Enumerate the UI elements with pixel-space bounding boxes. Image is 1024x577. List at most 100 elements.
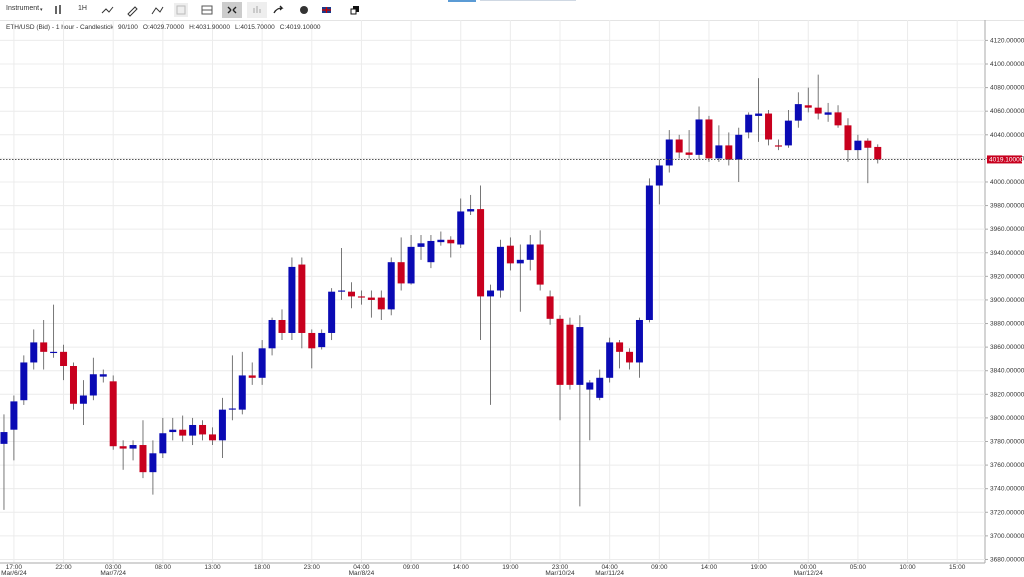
- candle-body: [616, 342, 624, 352]
- candle-body: [30, 342, 38, 363]
- tools-icon[interactable]: [150, 3, 164, 17]
- candle-body: [387, 262, 395, 310]
- candle-body: [437, 239, 445, 243]
- y-tick-label: 4000.00000: [990, 179, 1024, 186]
- x-tick-label: 18:00: [254, 564, 271, 571]
- candle-body: [814, 107, 822, 114]
- y-tick-label: 3900.00000: [990, 297, 1024, 304]
- y-tick-label: 4100.00000: [990, 61, 1024, 68]
- candle-body: [874, 146, 882, 160]
- x-tick-label: 10:00: [899, 564, 916, 571]
- x-tick-label: 03:00: [105, 564, 122, 571]
- y-tick-label: 3700.00000: [990, 533, 1024, 540]
- language-icon[interactable]: [320, 3, 334, 17]
- candle-body: [606, 342, 614, 378]
- zoom-icon[interactable]: [247, 2, 267, 18]
- candle-body: [169, 429, 177, 433]
- candle-body: [487, 290, 495, 297]
- y-tick-label: 3840.00000: [990, 368, 1024, 375]
- x-date-label: Mar/10/24: [545, 570, 575, 577]
- tab-indicator: [448, 0, 476, 2]
- candle-body: [725, 145, 733, 160]
- ohlc-info: L:4015.70000: [235, 24, 275, 31]
- x-tick-label: 09:00: [651, 564, 668, 571]
- candle-body: [417, 243, 425, 247]
- candle-body: [40, 342, 48, 352]
- candle-body: [526, 244, 534, 260]
- x-tick-label: 15:00: [949, 564, 966, 571]
- chart-title: ETH/USD (Bid) - 1 hour - Candlestick: [6, 24, 114, 31]
- y-tick-label: 4040.00000: [990, 132, 1024, 139]
- instrument-menu[interactable]: Instrument: [6, 5, 40, 12]
- candle-body: [586, 382, 594, 390]
- candle-body: [248, 375, 256, 378]
- x-tick-label: 14:00: [701, 564, 718, 571]
- candle-body: [447, 239, 455, 244]
- candle-body: [626, 351, 634, 363]
- candle-body: [308, 332, 316, 349]
- toolbar: Instrument ▾ 1H: [0, 0, 1024, 21]
- candle-body: [10, 401, 18, 430]
- candle-body: [745, 114, 753, 133]
- share-icon[interactable]: [272, 3, 286, 17]
- y-tick-label: 3820.00000: [990, 391, 1024, 398]
- candle-body: [546, 296, 554, 319]
- candle-body: [328, 291, 336, 333]
- candle-body: [556, 318, 564, 385]
- candle-body: [635, 319, 643, 363]
- candle-body: [89, 374, 97, 396]
- candle-body: [60, 351, 68, 366]
- candle-body: [278, 319, 286, 333]
- draw-icon[interactable]: [125, 3, 139, 17]
- x-tick-label: 14:00: [453, 564, 470, 571]
- layout-icon[interactable]: [200, 3, 214, 17]
- candle-body: [705, 119, 713, 159]
- candle-body: [467, 209, 475, 212]
- caret: ▾: [40, 7, 43, 13]
- candle-body: [715, 145, 723, 159]
- candle-body: [298, 264, 306, 333]
- candle-body: [765, 113, 773, 140]
- indicator-icon[interactable]: [100, 3, 114, 17]
- theme-icon[interactable]: [297, 3, 311, 17]
- candle-body: [179, 429, 187, 436]
- x-tick-label: 17:00: [6, 564, 23, 571]
- x-tick-label: 23:00: [304, 564, 321, 571]
- candle-body: [844, 125, 852, 151]
- last-price-tag: [987, 155, 1022, 164]
- x-tick-label: 04:00: [602, 564, 619, 571]
- x-tick-label: 19:00: [750, 564, 767, 571]
- y-tick-label: 3720.00000: [990, 509, 1024, 516]
- interval-menu[interactable]: 1H: [78, 5, 87, 12]
- x-tick-label: 22:00: [55, 564, 72, 571]
- candle-body: [149, 453, 157, 473]
- crosshair-icon[interactable]: [222, 2, 242, 18]
- candle-body: [288, 266, 296, 333]
- select-icon[interactable]: [174, 3, 188, 17]
- candle-body: [576, 327, 584, 385]
- window-icon[interactable]: [348, 3, 362, 17]
- candle-body: [109, 381, 117, 447]
- candle-body: [338, 290, 346, 292]
- candle-body: [407, 246, 415, 284]
- y-tick-label: 3740.00000: [990, 486, 1024, 493]
- candle-body: [784, 120, 792, 146]
- candle-body: [139, 445, 147, 473]
- last-price-label: 4019.10000: [989, 157, 1024, 164]
- y-tick-label: 3800.00000: [990, 415, 1024, 422]
- candle-body: [477, 209, 485, 297]
- candle-body: [258, 348, 266, 378]
- candle-body: [596, 377, 604, 398]
- y-tick-label: 3680.00000: [990, 556, 1024, 563]
- candle-body: [536, 244, 544, 285]
- chart-type-icon[interactable]: [52, 3, 66, 17]
- candle-body: [506, 245, 514, 264]
- candle-body: [755, 113, 763, 116]
- candle-body: [238, 375, 246, 410]
- ohlc-info: H:4031.90000: [189, 24, 230, 31]
- y-tick-label: 3960.00000: [990, 226, 1024, 233]
- candle-body: [119, 446, 127, 449]
- x-date-label: Mar/7/24: [100, 570, 126, 577]
- x-date-label: Mar/11/24: [595, 570, 624, 577]
